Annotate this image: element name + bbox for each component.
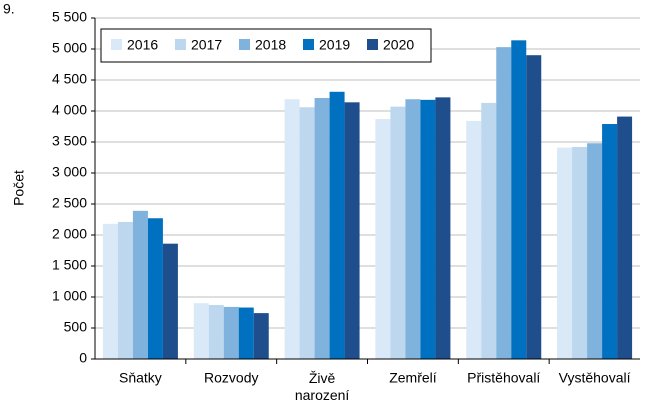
bar: [329, 91, 345, 359]
bar: [314, 97, 330, 359]
legend-label: 2018: [255, 37, 286, 53]
y-tick-label: 3 000: [52, 164, 87, 180]
bar: [238, 307, 254, 359]
legend-label: 2019: [319, 37, 350, 53]
x-tick-label: Rozvody: [204, 370, 258, 386]
bar: [435, 97, 451, 360]
bar: [147, 218, 163, 359]
bar: [617, 116, 633, 359]
bar: [375, 119, 391, 359]
legend-label: 2020: [383, 37, 414, 53]
bar: [420, 99, 436, 359]
legend: 2016 2017 2018 2019 2020: [100, 28, 432, 63]
x-tick-label: Vystěhovalí: [559, 370, 631, 386]
bar: [208, 305, 224, 359]
bar: [602, 124, 618, 360]
x-tick-label: Sňatky: [119, 370, 162, 386]
x-tick-label: Zemřelí: [389, 370, 437, 386]
bar: [299, 107, 315, 359]
bar: [572, 146, 588, 359]
legend-label: 2017: [191, 37, 222, 53]
bar: [284, 99, 300, 359]
y-tick-label: 3 500: [52, 133, 87, 149]
bar: [390, 106, 406, 359]
x-tick-label: Živě narození: [295, 370, 350, 403]
bar: [223, 306, 239, 359]
y-tick-label: 4 000: [52, 102, 87, 118]
bar: [511, 40, 527, 359]
bar: [481, 102, 497, 359]
y-axis-label: Počet: [11, 170, 27, 206]
bar: [526, 55, 542, 359]
legend-swatch: [303, 39, 314, 50]
legend-swatch: [175, 39, 186, 50]
bar: [193, 303, 209, 359]
bar: [117, 221, 133, 359]
bar: [405, 99, 421, 359]
y-tick-label: 0: [79, 350, 87, 366]
y-tick-label: 2 500: [52, 195, 87, 211]
bar: [132, 210, 148, 359]
bar: [587, 143, 603, 359]
legend-label: 2016: [127, 37, 158, 53]
y-tick-label: 5 500: [52, 9, 87, 25]
chart-title: 9.: [3, 1, 15, 17]
x-tick-label: Přistěhovalí: [467, 370, 540, 386]
bar: [102, 223, 118, 359]
y-tick-label: 2 000: [52, 226, 87, 242]
y-tick-label: 5 000: [52, 40, 87, 56]
y-tick-label: 1 500: [52, 257, 87, 273]
bar: [496, 47, 512, 359]
bar: [253, 313, 269, 359]
y-tick-label: 1 000: [52, 288, 87, 304]
bar: [162, 243, 178, 359]
legend-swatch: [111, 39, 122, 50]
bar: [466, 120, 482, 359]
bar: [344, 102, 360, 359]
legend-swatch: [367, 39, 378, 50]
y-tick-label: 4 500: [52, 71, 87, 87]
y-tick-label: 500: [64, 319, 88, 335]
bar: [557, 147, 573, 359]
legend-swatch: [239, 39, 250, 50]
